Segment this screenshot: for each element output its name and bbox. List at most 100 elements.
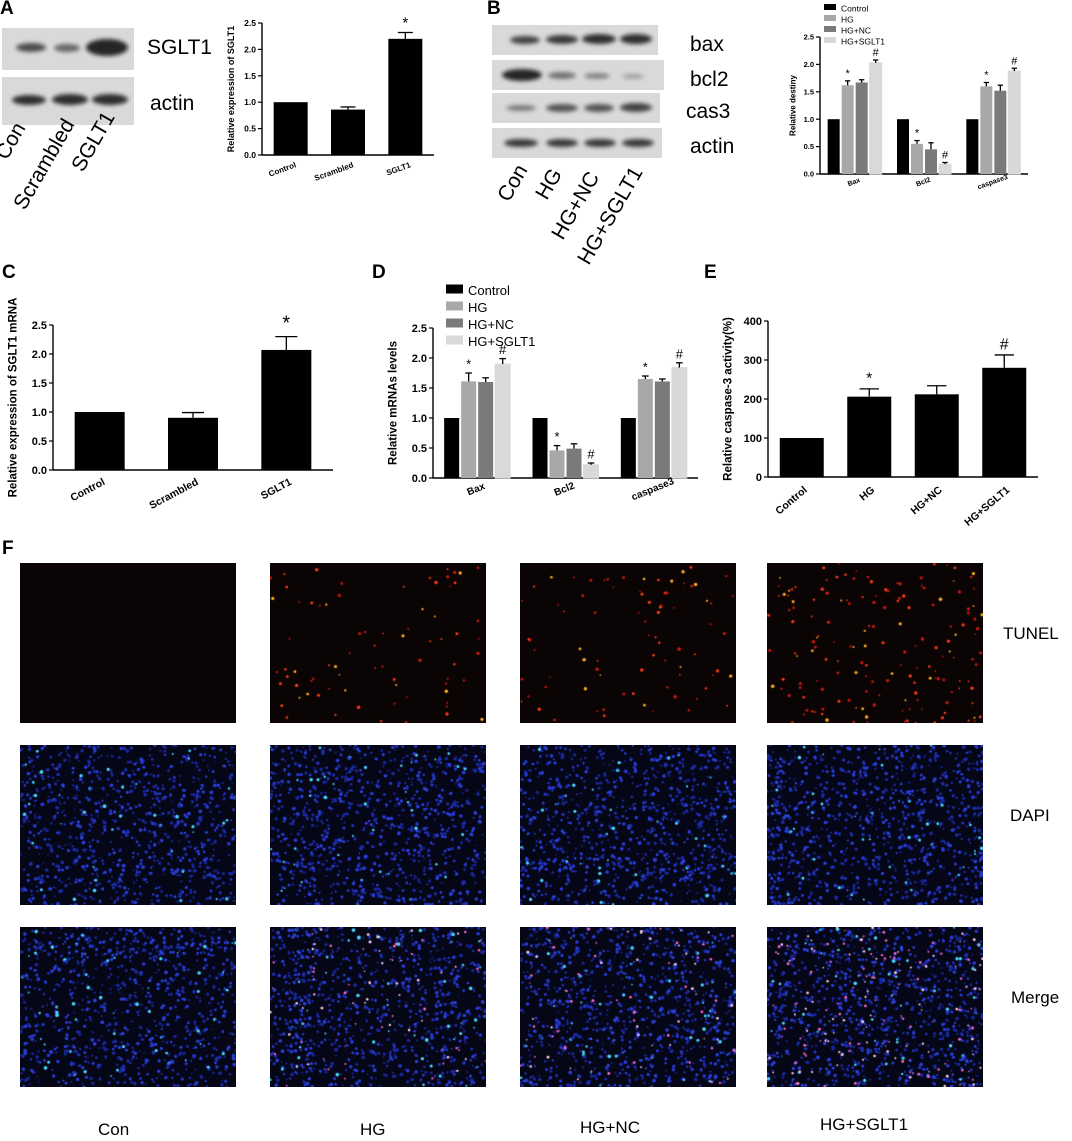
E_bar-x-tick-label: HG+SGLT1 bbox=[962, 484, 1012, 529]
B_bar-legend-label: HG+NC bbox=[841, 26, 871, 36]
blot-label-actin-a: actin bbox=[150, 92, 195, 115]
D_bar-y-tick-label: 2.5 bbox=[412, 323, 427, 335]
A_bar-y-tick-label: 1.0 bbox=[244, 97, 256, 107]
B_bar-hg-sglt1-bar bbox=[1007, 70, 1021, 175]
D_bar-y-tick-label: 0.5 bbox=[412, 443, 427, 455]
D_bar-legend-label: HG bbox=[468, 300, 488, 315]
micrograph-tunel-hg bbox=[270, 563, 486, 723]
D_bar-y-axis-label: Relative mRNAs levels bbox=[388, 341, 400, 465]
E_bar-hg-nc-bar bbox=[914, 394, 959, 477]
D_bar-hg-significance-mark: * bbox=[466, 356, 471, 371]
B_bar-legend-label: Control bbox=[841, 4, 869, 14]
blot-cas3 bbox=[492, 93, 660, 123]
D_bar-hg-sglt1-bar bbox=[583, 464, 599, 479]
B_bar-x-tick-label: Bcl2 bbox=[915, 177, 931, 189]
blot-label-actin-b: actin bbox=[690, 135, 735, 158]
col-label-hg: HG bbox=[360, 1120, 386, 1139]
B_bar-y-tick-label: 2.0 bbox=[804, 60, 814, 69]
row-label-tunel: TUNEL bbox=[1003, 624, 1059, 643]
B_bar-hg-bar bbox=[841, 85, 854, 174]
B_bar-y-tick-label: 2.5 bbox=[804, 33, 814, 42]
blot-label-sglt1: SGLT1 bbox=[147, 36, 212, 59]
B_bar-hg-sglt1-significance-mark: # bbox=[873, 47, 880, 59]
D_bar-x-tick-label: Bcl2 bbox=[553, 480, 577, 498]
micrograph-merge-hgsglt1 bbox=[767, 927, 983, 1087]
C_bar-y-tick-label: 1.5 bbox=[32, 378, 47, 390]
B_bar-hg-sglt1-bar bbox=[938, 163, 952, 175]
B_bar-control-bar bbox=[966, 119, 979, 174]
panel-letter-a: A bbox=[0, 0, 14, 19]
D_bar-legend-swatch bbox=[446, 301, 463, 311]
D_bar-hg-significance-mark: * bbox=[554, 429, 559, 444]
D_bar-x-tick-label: caspase3 bbox=[630, 476, 676, 503]
micrograph-merge-hgnc bbox=[520, 927, 736, 1087]
blot-label-bax: bax bbox=[690, 33, 724, 56]
E_bar-x-tick-label: HG+NC bbox=[909, 484, 945, 517]
C_bar-x-tick-label: Control bbox=[68, 476, 107, 504]
E_bar-x-tick-label: Control bbox=[773, 484, 809, 517]
C_bar-sglt1-significance-mark: * bbox=[282, 313, 290, 335]
A_bar-y-tick-label: 1.5 bbox=[244, 71, 256, 81]
blot-label-bcl2: bcl2 bbox=[690, 68, 729, 91]
A_bar-x-tick-label: Control bbox=[268, 160, 298, 178]
A_bar-sglt1-significance-mark: * bbox=[402, 14, 408, 31]
blot-actin-a bbox=[2, 77, 134, 125]
B_bar-y-axis-label: Relative destiny bbox=[788, 74, 797, 135]
C_bar-scrambled-bar bbox=[168, 417, 218, 470]
D_bar-hg-sglt1-significance-mark: # bbox=[676, 346, 684, 361]
C_bar-y-axis-label: Relative expression of SGLT1 mRNA bbox=[8, 298, 20, 498]
E_bar-y-tick-label: 100 bbox=[744, 433, 762, 445]
micrograph-merge-hg bbox=[270, 927, 486, 1087]
D_bar-y-tick-label: 2.0 bbox=[412, 353, 427, 365]
E_bar-control-bar bbox=[779, 438, 824, 477]
D_bar-x-tick-label: Bax bbox=[466, 481, 488, 498]
D_bar-hg-significance-mark: * bbox=[643, 359, 648, 374]
D_bar-legend-swatch bbox=[446, 284, 463, 294]
B_bar-legend-label: HG bbox=[841, 15, 854, 25]
E_bar-hg-bar bbox=[847, 396, 892, 477]
B_bar-legend-swatch bbox=[824, 37, 836, 43]
D_bar-hg-nc-bar bbox=[478, 382, 494, 478]
B_bar-y-tick-label: 1.5 bbox=[804, 87, 814, 96]
row-label-dapi: DAPI bbox=[1010, 806, 1050, 825]
D_bar-y-tick-label: 1.5 bbox=[412, 383, 427, 395]
B_bar-y-tick-label: 1.0 bbox=[804, 115, 814, 124]
C_bar-y-tick-label: 2.0 bbox=[32, 349, 47, 361]
E_bar-y-tick-label: 0 bbox=[756, 472, 762, 484]
E_bar-y-tick-label: 400 bbox=[744, 316, 762, 328]
A_bar-scrambled-bar bbox=[331, 109, 365, 155]
A_bar-y-tick-label: 2.0 bbox=[244, 44, 256, 54]
E_bar-y-tick-label: 300 bbox=[744, 355, 762, 367]
panel-letter-c: C bbox=[2, 262, 16, 283]
D_bar-hg-nc-bar bbox=[654, 381, 670, 478]
B_bar-control-bar bbox=[897, 119, 909, 174]
blot-bax bbox=[492, 25, 658, 55]
B_bar-hg-nc-bar bbox=[855, 82, 868, 174]
A_bar-x-tick-label: SGLT1 bbox=[385, 160, 412, 177]
A_bar-control-bar bbox=[273, 102, 308, 155]
B_bar-hg-significance-mark: * bbox=[915, 128, 920, 140]
C_bar-y-tick-label: 0.0 bbox=[32, 465, 47, 477]
D_bar-hg-sglt1-bar bbox=[671, 367, 688, 479]
A_bar-y-tick-label: 0.0 bbox=[244, 150, 256, 160]
B_bar-y-tick-label: 0.0 bbox=[804, 170, 814, 179]
micrograph-tunel-hgnc bbox=[520, 563, 736, 723]
B_bar-hg-sglt1-significance-mark: # bbox=[1011, 55, 1018, 67]
D_bar-hg-sglt1-significance-mark: # bbox=[499, 342, 507, 357]
D_bar-legend-label: HG+NC bbox=[468, 317, 514, 332]
A_bar-x-tick-label: Scrambled bbox=[313, 160, 355, 182]
panel-letter-d: D bbox=[372, 262, 386, 283]
B_bar-legend-swatch bbox=[824, 4, 836, 10]
blot-actin-b bbox=[492, 128, 662, 158]
D_bar-legend-label: Control bbox=[468, 283, 510, 298]
micrograph-merge-con bbox=[20, 927, 236, 1087]
D_bar-hg-nc-bar bbox=[566, 448, 582, 478]
blot-bcl2 bbox=[492, 60, 664, 90]
C_bar-sglt1-bar bbox=[261, 349, 312, 470]
D_bar-hg-bar bbox=[549, 450, 565, 478]
micrograph-dapi-hg bbox=[270, 745, 486, 905]
micrograph-tunel-con bbox=[20, 563, 236, 723]
E_bar-hg-significance-mark: * bbox=[866, 370, 872, 387]
D_bar-control-bar bbox=[620, 418, 636, 478]
